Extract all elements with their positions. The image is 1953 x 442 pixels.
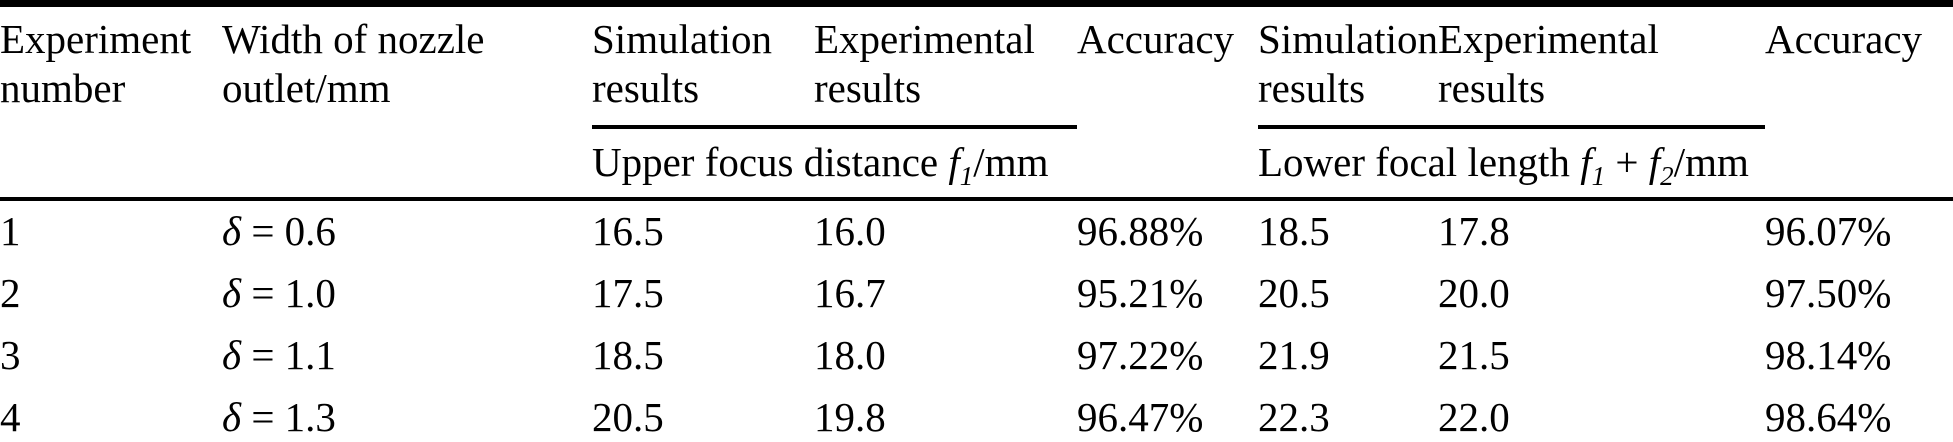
cell-upper-accuracy: 96.88% (1077, 208, 1204, 255)
col-header-lower-experimental-results: Experimental results (1438, 3, 1765, 129)
cell-upper-experimental: 16.7 (814, 270, 886, 317)
table-row: 1 δ = 0.6 16.5 16.0 96.88% 18.5 17.8 96.… (0, 199, 1953, 263)
group-header-upper-unit: /mm (973, 139, 1049, 186)
col-header-lower-simulation-results: Simulation results (1258, 3, 1438, 129)
cell-lower-accuracy: 98.14% (1765, 332, 1892, 379)
table-row: 2 δ = 1.0 17.5 16.7 95.21% 20.5 20.0 97.… (0, 263, 1953, 325)
group-header-upper-text: Upper focus distance (592, 139, 949, 186)
col-header-upper-accuracy: Accuracy (1077, 3, 1258, 201)
f1-symbol: f (948, 139, 960, 186)
col-header-upper-experimental-results: Experimental results (814, 3, 1077, 129)
f2-symbol: f (1648, 139, 1661, 186)
cell-upper-experimental: 18.0 (814, 332, 886, 379)
cell-upper-simulation: 20.5 (592, 394, 664, 441)
table-row: 3 δ = 1.1 18.5 18.0 97.22% 21.9 21.5 98.… (0, 325, 1953, 387)
group-header-lower-text: Lower focal length (1258, 139, 1581, 186)
cell-lower-simulation: 20.5 (1258, 270, 1330, 317)
cell-lower-simulation: 21.9 (1258, 332, 1330, 379)
cell-lower-simulation: 18.5 (1258, 208, 1330, 255)
group-header-row: Upper focus distance f1/mm Lower focal l… (0, 127, 1953, 201)
group-header-lower-unit: /mm (1673, 139, 1749, 186)
cell-upper-simulation: 18.5 (592, 332, 664, 379)
header-row: Experiment number Width of nozzle outlet… (0, 3, 1953, 201)
cell-upper-experimental: 19.8 (814, 394, 886, 441)
cell-experiment-number: 4 (0, 394, 21, 441)
col-header-lower-accuracy: Accuracy (1765, 3, 1953, 201)
cell-experiment-number: 3 (0, 332, 21, 379)
group-header-lower-focal-length: Lower focal length f1 + f2/mm (1258, 127, 1765, 201)
cell-lower-experimental: 21.5 (1438, 332, 1510, 379)
cell-upper-simulation: 17.5 (592, 270, 664, 317)
cell-lower-accuracy: 96.07% (1765, 208, 1892, 255)
delta-value: = 1.0 (251, 270, 336, 317)
cell-lower-experimental: 22.0 (1438, 394, 1510, 441)
delta-value: = 1.3 (251, 394, 336, 441)
cell-upper-accuracy: 97.22% (1077, 332, 1204, 379)
f2-subscript: 2 (1660, 161, 1674, 192)
cell-nozzle-width: δ = 0.6 (222, 199, 592, 263)
group-header-upper-focus-distance: Upper focus distance f1/mm (592, 127, 1077, 201)
cell-lower-accuracy: 98.64% (1765, 394, 1892, 441)
cell-experiment-number: 2 (0, 270, 21, 317)
col-header-upper-simulation-results: Simulation results (592, 3, 814, 129)
f1-subscript: 1 (959, 161, 974, 192)
cell-upper-accuracy: 95.21% (1077, 270, 1204, 317)
f1-symbol: f (1580, 139, 1592, 186)
delta-value: = 1.1 (251, 332, 336, 379)
cell-upper-accuracy: 96.47% (1077, 394, 1204, 441)
cell-experiment-number: 1 (0, 208, 21, 255)
cell-nozzle-width: δ = 1.0 (222, 263, 592, 325)
delta-symbol: δ (222, 270, 242, 317)
delta-symbol: δ (222, 394, 242, 441)
delta-symbol: δ (222, 208, 242, 255)
cell-nozzle-width: δ = 1.1 (222, 325, 592, 387)
cell-lower-simulation: 22.3 (1258, 394, 1330, 441)
delta-value: = 0.6 (251, 208, 336, 255)
plus-sign: + (1605, 139, 1649, 186)
f1-subscript: 1 (1591, 161, 1606, 192)
cell-lower-accuracy: 97.50% (1765, 270, 1892, 317)
cell-upper-simulation: 16.5 (592, 208, 664, 255)
col-header-experiment-number: Experiment number (0, 3, 222, 201)
col-header-nozzle-width: Width of nozzle outlet/mm (222, 3, 592, 201)
cell-lower-experimental: 17.8 (1438, 208, 1510, 255)
cell-lower-experimental: 20.0 (1438, 270, 1510, 317)
delta-symbol: δ (222, 332, 242, 379)
cell-upper-experimental: 16.0 (814, 208, 886, 255)
table-row: 4 δ = 1.3 20.5 19.8 96.47% 22.3 22.0 98.… (0, 387, 1953, 442)
cell-nozzle-width: δ = 1.3 (222, 387, 592, 442)
